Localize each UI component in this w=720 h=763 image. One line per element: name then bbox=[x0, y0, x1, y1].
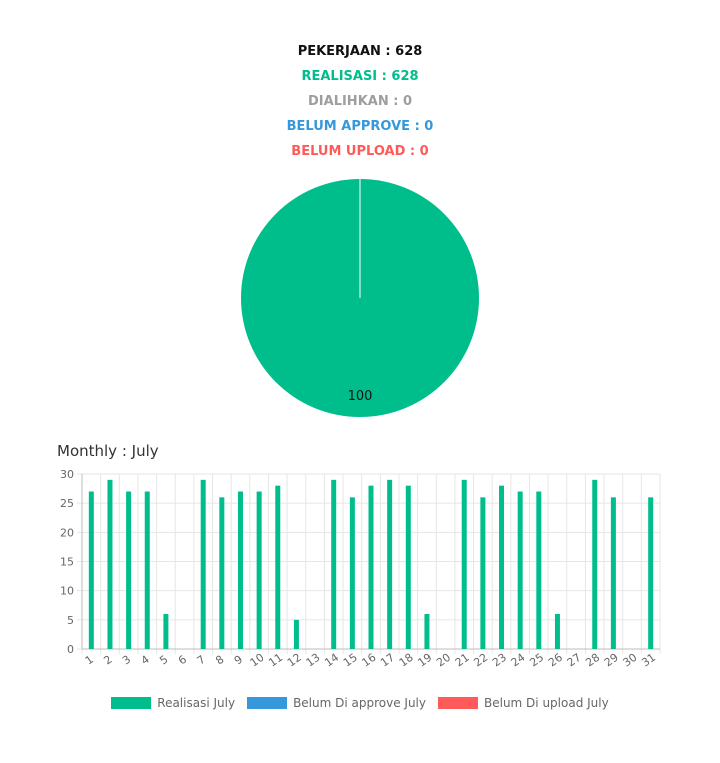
bar-9 bbox=[237, 491, 243, 649]
x-tick-label: 27 bbox=[565, 651, 584, 670]
x-tick-label: 19 bbox=[415, 651, 434, 670]
bar-5 bbox=[163, 614, 169, 649]
bar-29 bbox=[610, 497, 616, 649]
pekerjaan-total: PEKERJAAN : 628 bbox=[297, 44, 423, 59]
bar-24 bbox=[517, 491, 523, 649]
chart-legend: Realisasi July Belum Di approve July Bel… bbox=[0, 696, 720, 710]
pie-chart: 100 bbox=[241, 179, 479, 417]
y-tick-label: 20 bbox=[60, 526, 74, 539]
x-tick-label: 5 bbox=[157, 653, 170, 668]
x-tick-label: 8 bbox=[213, 653, 226, 668]
bar-22 bbox=[480, 497, 486, 649]
x-tick-label: 20 bbox=[434, 651, 453, 670]
x-tick-label: 6 bbox=[176, 653, 189, 668]
legend-label-belum-upload: Belum Di upload July bbox=[484, 696, 609, 710]
x-tick-label: 28 bbox=[583, 651, 602, 670]
bar-18 bbox=[405, 485, 411, 649]
x-tick-label: 10 bbox=[248, 651, 267, 670]
bar-17 bbox=[387, 479, 393, 649]
y-tick-label: 5 bbox=[67, 614, 74, 627]
legend-swatch-belum-approve bbox=[247, 697, 288, 709]
legend-item-belum-approve[interactable]: Belum Di approve July bbox=[247, 696, 426, 710]
x-tick-label: 24 bbox=[509, 651, 528, 670]
bar-1 bbox=[88, 491, 94, 649]
x-tick-label: 11 bbox=[266, 651, 285, 670]
bar-28 bbox=[592, 479, 598, 649]
bar-3 bbox=[126, 491, 132, 649]
bar-12 bbox=[293, 619, 299, 649]
x-tick-label: 29 bbox=[602, 651, 621, 670]
y-tick-label: 0 bbox=[67, 643, 74, 656]
y-tick-label: 25 bbox=[60, 497, 74, 510]
bar-4 bbox=[144, 491, 150, 649]
monthly-title: Monthly : July bbox=[57, 442, 159, 460]
x-tick-label: 15 bbox=[341, 651, 360, 670]
x-tick-label: 31 bbox=[639, 651, 658, 670]
x-tick-label: 22 bbox=[471, 651, 490, 670]
x-tick-label: 21 bbox=[453, 651, 472, 670]
belum-approve-total: BELUM APPROVE : 0 bbox=[286, 119, 434, 134]
x-tick-label: 25 bbox=[527, 651, 546, 670]
bar-26 bbox=[554, 614, 560, 649]
belum-upload-total: BELUM UPLOAD : 0 bbox=[291, 144, 429, 159]
x-tick-label: 7 bbox=[195, 653, 208, 668]
legend-swatch-realisasi bbox=[111, 697, 152, 709]
x-tick-label: 18 bbox=[397, 651, 416, 670]
dialihkan-total: DIALIHKAN : 0 bbox=[308, 94, 412, 109]
bar-25 bbox=[536, 491, 542, 649]
bar-2 bbox=[107, 479, 113, 649]
x-tick-label: 14 bbox=[322, 651, 341, 670]
bar-23 bbox=[499, 485, 505, 649]
x-tick-label: 1 bbox=[83, 653, 96, 668]
legend-label-belum-approve: Belum Di approve July bbox=[293, 696, 426, 710]
legend-label-realisasi: Realisasi July bbox=[157, 696, 236, 710]
x-tick-label: 16 bbox=[360, 651, 379, 670]
x-tick-label: 4 bbox=[139, 653, 152, 668]
bar-31 bbox=[648, 497, 654, 649]
legend-item-realisasi[interactable]: Realisasi July bbox=[111, 696, 235, 710]
x-tick-label: 12 bbox=[285, 651, 304, 670]
bar-7 bbox=[200, 479, 206, 649]
x-tick-label: 2 bbox=[101, 653, 114, 668]
x-tick-label: 23 bbox=[490, 651, 509, 670]
legend-swatch-belum-upload bbox=[438, 697, 478, 709]
bar-15 bbox=[349, 497, 355, 649]
y-tick-label: 30 bbox=[60, 468, 74, 481]
y-tick-label: 10 bbox=[60, 585, 74, 598]
bar-21 bbox=[461, 479, 467, 649]
pie-data-label: 100 bbox=[348, 389, 373, 404]
x-tick-label: 9 bbox=[232, 653, 245, 668]
y-tick-label: 15 bbox=[60, 556, 74, 569]
x-tick-label: 30 bbox=[621, 651, 640, 670]
bar-14 bbox=[331, 479, 337, 649]
bar-10 bbox=[256, 491, 262, 649]
x-tick-label: 13 bbox=[304, 651, 323, 670]
bar-16 bbox=[368, 485, 374, 649]
bar-11 bbox=[275, 485, 281, 649]
bar-8 bbox=[219, 497, 225, 649]
legend-item-belum-upload[interactable]: Belum Di upload July bbox=[438, 696, 609, 710]
x-tick-label: 3 bbox=[120, 653, 133, 668]
x-tick-label: 26 bbox=[546, 651, 565, 670]
bar-19 bbox=[424, 614, 430, 649]
x-tick-label: 17 bbox=[378, 651, 397, 670]
realisasi-total: REALISASI : 628 bbox=[301, 69, 419, 84]
